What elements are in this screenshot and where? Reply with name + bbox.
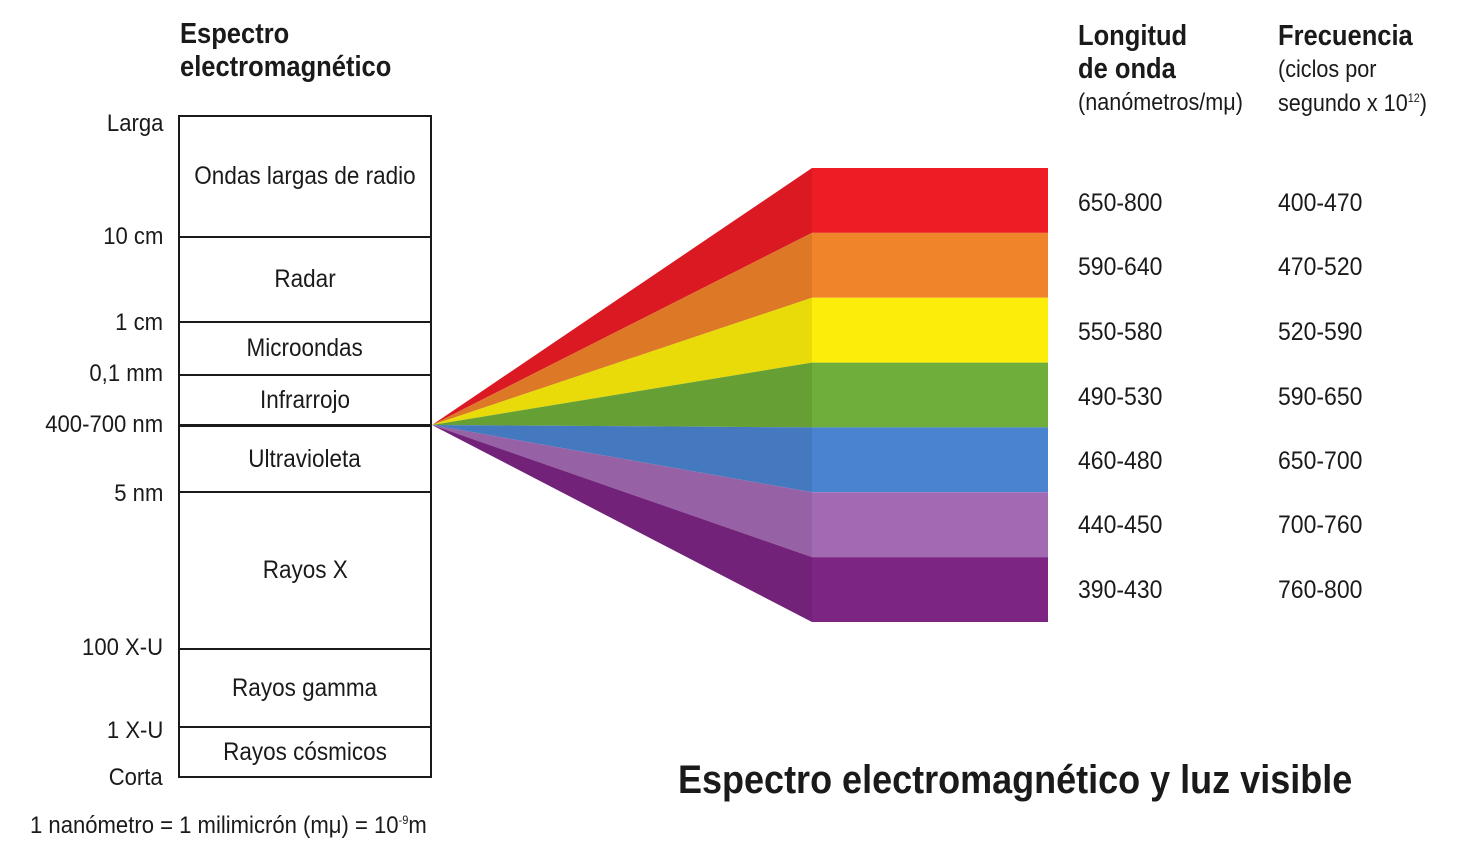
wavelength-header: Longitud de onda (nanómetros/mμ) — [1078, 20, 1261, 120]
visible-band-1 — [432, 232, 1048, 425]
spectrum-title: Espectro electromagnético — [180, 18, 391, 84]
visible-band-4 — [432, 425, 1048, 493]
band-divider — [178, 236, 432, 238]
wavelength-lilac: 440-450 — [1078, 511, 1163, 539]
frequency-green: 590-650 — [1278, 383, 1363, 411]
band-microwaves: Microondas — [178, 323, 432, 374]
band-divider — [178, 648, 432, 650]
tick-5nm: 5 nm — [113, 480, 163, 507]
tick-1cm: 1 cm — [115, 309, 163, 336]
band-ultraviolet: Ultravioleta — [178, 427, 432, 491]
wavelength-header-line1: Longitud — [1078, 20, 1188, 52]
frequency-yellow: 520-590 — [1278, 318, 1363, 346]
tick-10cm: 10 cm — [102, 223, 163, 250]
visible-band-shade-1 — [432, 232, 812, 425]
band-x-rays: Rayos X — [178, 493, 432, 648]
tick-1xu: 1 X-U — [106, 717, 163, 744]
frequency-header-line1: Frecuencia — [1278, 20, 1413, 52]
visible-band-shade-3 — [432, 362, 812, 428]
wavelength-blue: 460-480 — [1078, 447, 1163, 475]
band-divider — [178, 321, 432, 323]
frequency-orange: 470-520 — [1278, 253, 1363, 281]
spectrum-bottom-border — [178, 776, 432, 778]
frequency-header: Frecuencia (ciclos por segundo x 1012) — [1278, 20, 1443, 121]
tick-100xu: 100 X-U — [81, 634, 163, 661]
visible-band-6 — [432, 425, 1048, 622]
spectrum-title-line2: electromagnético — [180, 51, 392, 83]
frequency-violet: 760-800 — [1278, 576, 1363, 604]
footnote: 1 nanómetro = 1 milimicrón (mμ) = 10-9m — [30, 812, 427, 839]
band-radar: Radar — [178, 238, 432, 321]
frequency-lilac: 700-760 — [1278, 511, 1363, 539]
main-title: Espectro electromagnético y luz visible — [678, 758, 1353, 802]
wavelength-yellow: 550-580 — [1078, 318, 1163, 346]
spectrum-top-border — [178, 115, 432, 117]
band-divider — [178, 491, 432, 493]
visible-band-5 — [432, 425, 1048, 558]
band-divider-visible — [178, 424, 432, 427]
frequency-unit-line2: segundo x 1012) — [1278, 90, 1427, 117]
frequency-blue: 650-700 — [1278, 447, 1363, 475]
visible-band-0 — [432, 168, 1048, 425]
tick-visible-range: 400-700 nm — [45, 411, 163, 438]
visible-band-shade-2 — [432, 297, 812, 425]
band-long-radio: Ondas largas de radio — [178, 117, 432, 236]
visible-band-2 — [432, 297, 1048, 425]
band-cosmic-rays: Rayos cósmicos — [178, 728, 432, 776]
wavelength-green: 490-530 — [1078, 383, 1163, 411]
visible-band-shade-6 — [432, 425, 812, 622]
band-divider — [178, 726, 432, 728]
band-infrared: Infrarrojo — [178, 376, 432, 424]
scale-label-short: Corta — [109, 764, 163, 791]
visible-band-3 — [432, 362, 1048, 428]
frequency-unit-line1: (ciclos por — [1278, 56, 1377, 83]
wavelength-orange: 590-640 — [1078, 253, 1163, 281]
band-gamma-rays: Rayos gamma — [178, 650, 432, 726]
spectrum-title-line1: Espectro — [180, 18, 290, 50]
band-divider — [178, 374, 432, 376]
visible-band-shade-0 — [432, 168, 812, 425]
wavelength-violet: 390-430 — [1078, 576, 1163, 604]
wavelength-red: 650-800 — [1078, 189, 1163, 217]
wavelength-header-line2: de onda — [1078, 53, 1176, 85]
frequency-red: 400-470 — [1278, 189, 1363, 217]
scale-label-long: Larga — [106, 110, 163, 137]
tick-0-1mm: 0,1 mm — [89, 360, 163, 387]
wavelength-unit: (nanómetros/mμ) — [1078, 89, 1243, 116]
